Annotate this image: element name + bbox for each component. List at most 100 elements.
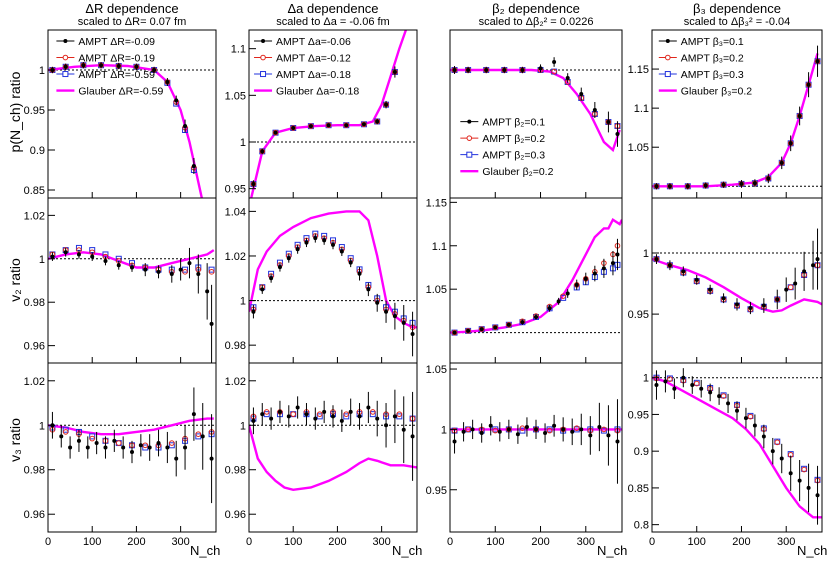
point-black-dot (672, 386, 677, 391)
point-black-dot (663, 379, 668, 384)
legend-entry-label: AMPT β₂=0.1 (482, 117, 545, 129)
point-black-dot (68, 445, 73, 450)
x-tick-label: 0 (447, 536, 453, 548)
point-black-dot (85, 445, 90, 450)
data-layer (48, 62, 204, 198)
x-tick-label: 300 (577, 536, 595, 548)
point-black-dot (815, 257, 820, 262)
point-blue-square (343, 413, 350, 420)
point-black-dot (130, 265, 134, 270)
y-tick-label: 1.02 (24, 376, 45, 388)
point-black-dot (743, 416, 748, 421)
panel-frame (651, 362, 823, 533)
point-red-circle (142, 442, 149, 449)
point-black-dot (90, 254, 95, 259)
point-black-dot (601, 266, 606, 271)
legend-entry-label: AMPT β₂=0.3 (482, 150, 545, 162)
y-tick-label: 1.02 (225, 376, 246, 388)
y-tick-label: 0.85 (24, 185, 45, 197)
point-black-dot (592, 271, 597, 276)
point-black-dot (357, 271, 362, 276)
point-black-dot (260, 412, 265, 417)
point-black-dot (811, 263, 816, 268)
point-black-dot (690, 383, 695, 388)
series-line-glauber (652, 376, 822, 519)
point-black-dot (200, 434, 205, 439)
point-black-dot (322, 409, 327, 414)
point-black-dot (775, 297, 780, 302)
point-red-circle (316, 411, 323, 417)
point-black-dot (277, 409, 282, 414)
point-black-dot (534, 314, 538, 319)
point-black-dot (739, 181, 744, 186)
point-black-dot (583, 276, 588, 281)
column-subtitle: scaled to Δβ₃² = -0.04 (683, 16, 791, 28)
point-black-dot (735, 302, 739, 307)
legend-entry-label: AMPT Δa=-0.06 (276, 36, 351, 48)
point-black-dot (116, 64, 121, 68)
y-tick-label: 1.04 (225, 206, 246, 218)
point-red-circle (272, 129, 279, 136)
point-blue-square (560, 294, 567, 301)
y-tick-label: 1.02 (225, 251, 246, 263)
point-black-dot (748, 306, 753, 310)
panel-frame (248, 362, 418, 533)
point-black-dot (313, 236, 318, 241)
point-red-circle (492, 427, 499, 434)
column-title: β₂ dependence (492, 1, 580, 16)
point-black-dot (401, 320, 406, 325)
panel-r2c2: 0.95 1 1.05 0 100 200 300 (426, 362, 623, 548)
column-header-delta-a: Δa dependence scaled to Δa = -0.06 fm (249, 2, 417, 29)
point-black-dot (375, 416, 380, 421)
panel-r1c1: 0.98 1 1.02 1.04 (225, 197, 418, 364)
point-black-dot (384, 423, 389, 428)
y-tick-label: 0.95 (426, 485, 447, 497)
point-black-dot (565, 291, 570, 296)
point-blue-square (62, 426, 69, 433)
point-black-dot (50, 254, 55, 259)
point-red-circle (801, 466, 807, 473)
legend-marker-circle (62, 54, 69, 61)
panel-frame (47, 362, 217, 533)
point-black-dot (174, 456, 179, 461)
point-black-dot (209, 321, 214, 326)
point-black-dot (165, 80, 170, 84)
point-black-dot (384, 102, 389, 107)
point-black-dot (667, 263, 672, 268)
column-title: β₃ dependence (693, 1, 781, 16)
point-black-dot (815, 59, 820, 64)
series-line-glauber (48, 417, 214, 436)
panel-r0c2: AMPT β₂=0.1 AMPT β₂=0.2 AMPT β₂=0.3 Glauber… (449, 29, 623, 199)
point-black-dot (103, 258, 108, 263)
data-layer (652, 368, 822, 525)
point-black-dot (260, 287, 265, 292)
legend-entry-label: Glauber ΔR=-0.59 (78, 86, 163, 98)
x-tick-label: 0 (649, 536, 655, 548)
x-tick-label: 200 (328, 536, 346, 548)
data-layer (48, 387, 215, 504)
panel-frame (47, 197, 217, 364)
column-title: Δa dependence (287, 1, 379, 16)
legend-entry-label: AMPT β₃=0.3 (681, 69, 744, 81)
point-black-dot (326, 123, 331, 128)
point-black-dot (273, 130, 278, 135)
point-red-circle (263, 409, 270, 415)
panel-frame (651, 197, 823, 364)
panel-frame (449, 362, 623, 533)
point-black-dot (134, 64, 139, 69)
point-black-dot (694, 277, 699, 282)
point-black-dot (615, 252, 620, 257)
point-black-dot (366, 405, 371, 410)
point-black-dot (779, 160, 784, 165)
legend-entry-label: AMPT β₃=0.2 (681, 53, 744, 65)
point-black-dot (466, 328, 471, 333)
x-tick-label: 200 (531, 536, 549, 548)
point-black-dot (752, 423, 757, 428)
point-black-dot (493, 325, 498, 330)
point-black-dot (196, 271, 201, 276)
x-tick-label: 300 (777, 536, 795, 548)
point-blue-square (316, 413, 323, 420)
point-black-dot (579, 427, 584, 432)
